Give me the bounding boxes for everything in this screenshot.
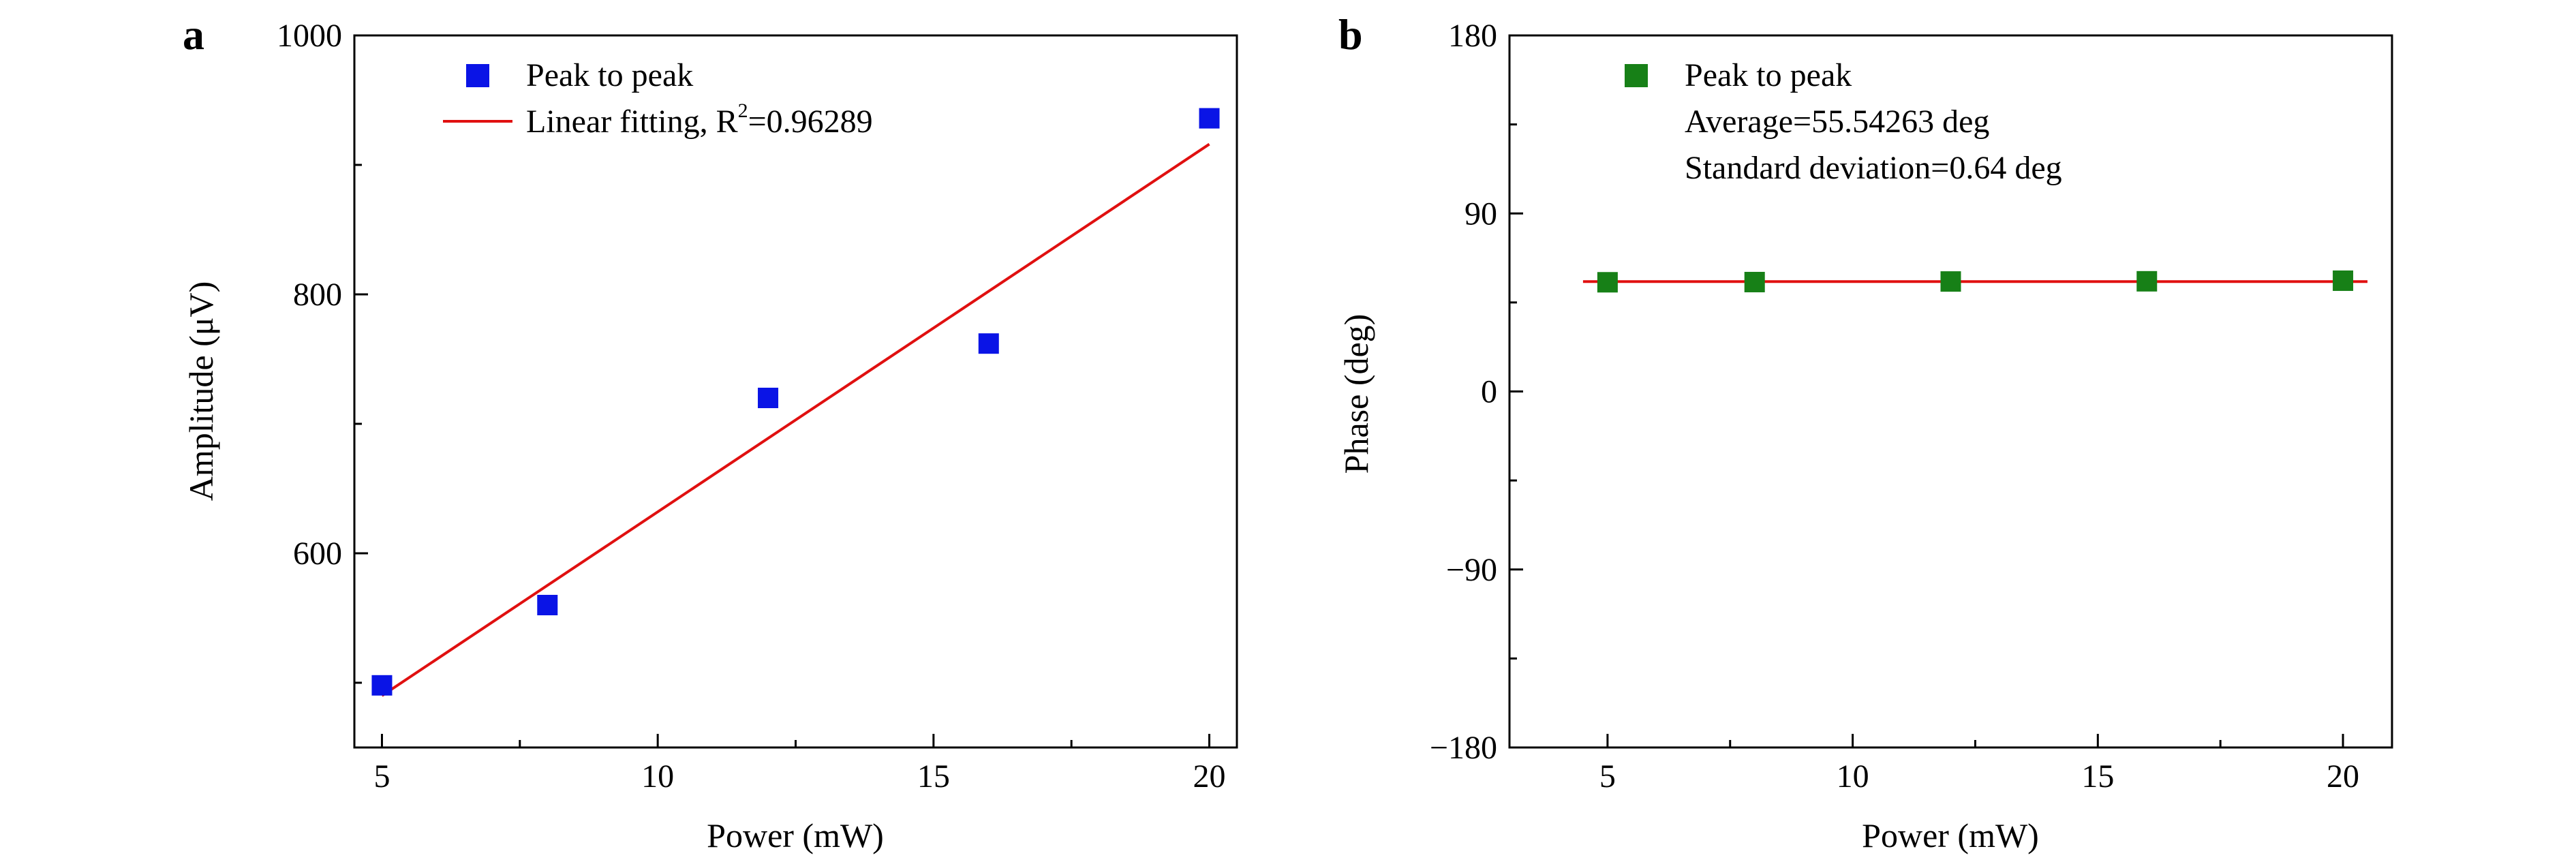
data-point [758,388,778,408]
panel-b-frame [1509,35,2392,747]
panel-a: a 5 10 15 20 600 800 1000 Power (mW) Amplitude… [182,10,1237,854]
panel-a-letter: a [183,10,204,59]
x-tick-label: 20 [2327,758,2359,794]
data-point [2136,271,2157,292]
data-point [537,595,557,615]
x-tick-label: 10 [641,758,674,794]
x-tick-label: 15 [2081,758,2114,794]
y-tick-label: 180 [1448,18,1497,54]
panel-a-legend-marker [466,64,489,87]
panel-a-y-axis-label: Amplitude (μV) [182,281,220,502]
x-tick-label: 5 [373,758,390,794]
data-point [1597,272,1618,292]
data-point [371,675,392,696]
panel-b: b 5 10 15 20 −180 −90 0 90 180 Power (mW) Phase … [1337,10,2392,854]
data-point [1745,272,1765,292]
panel-b-x-axis-label: Power (mW) [1862,816,2039,854]
y-tick-label: 0 [1481,374,1497,410]
y-tick-label: −180 [1430,730,1497,766]
panel-b-letter: b [1338,10,1363,59]
y-tick-label: 800 [293,277,342,313]
panel-b-y-axis-label: Phase (deg) [1337,314,1375,474]
figure: a 51015206008001000 Power (mW) Amplitude… [0,0,2576,864]
panel-a-legend: Peak to peak Linear fitting, R2=0.96289 [443,57,873,140]
x-tick-label: 5 [1599,758,1616,794]
x-tick-label: 20 [1193,758,1226,794]
data-point [2333,271,2353,291]
panel-a-data [371,108,1219,696]
panel-b-legend: Peak to peak Average=55.54263 deg Standa… [1625,57,2062,186]
panel-a-legend-series-label: Peak to peak [526,57,693,93]
panel-a-x-axis-label: Power (mW) [707,816,884,854]
y-tick-label: 600 [293,536,342,572]
panel-b-annotation-std: Standard deviation=0.64 deg [1685,150,2062,186]
fit-label-prefix: Linear fitting, R [526,104,738,140]
fit-line [382,144,1209,696]
fit-label-suffix: =0.96289 [748,104,873,140]
panel-b-legend-series-label: Peak to peak [1685,57,1852,93]
data-point [1941,271,1961,292]
panel-b-annotation-average: Average=55.54263 deg [1685,104,1989,140]
y-tick-label: −90 [1446,552,1497,588]
panel-a-ticks [354,35,1210,747]
panel-a-legend-fit-label: Linear fitting, R2=0.96289 [526,99,873,140]
data-point [979,333,999,354]
data-point [1199,108,1220,129]
panel-b-ticks [1509,35,2343,747]
panel-b-data [1583,271,2367,292]
x-tick-label: 15 [917,758,950,794]
fit-label-superscript: 2 [738,99,748,122]
panel-a-frame [354,35,1237,747]
y-tick-label: 1000 [277,18,342,54]
x-tick-label: 10 [1837,758,1869,794]
y-tick-label: 90 [1465,196,1497,232]
panel-b-legend-marker [1625,64,1648,87]
